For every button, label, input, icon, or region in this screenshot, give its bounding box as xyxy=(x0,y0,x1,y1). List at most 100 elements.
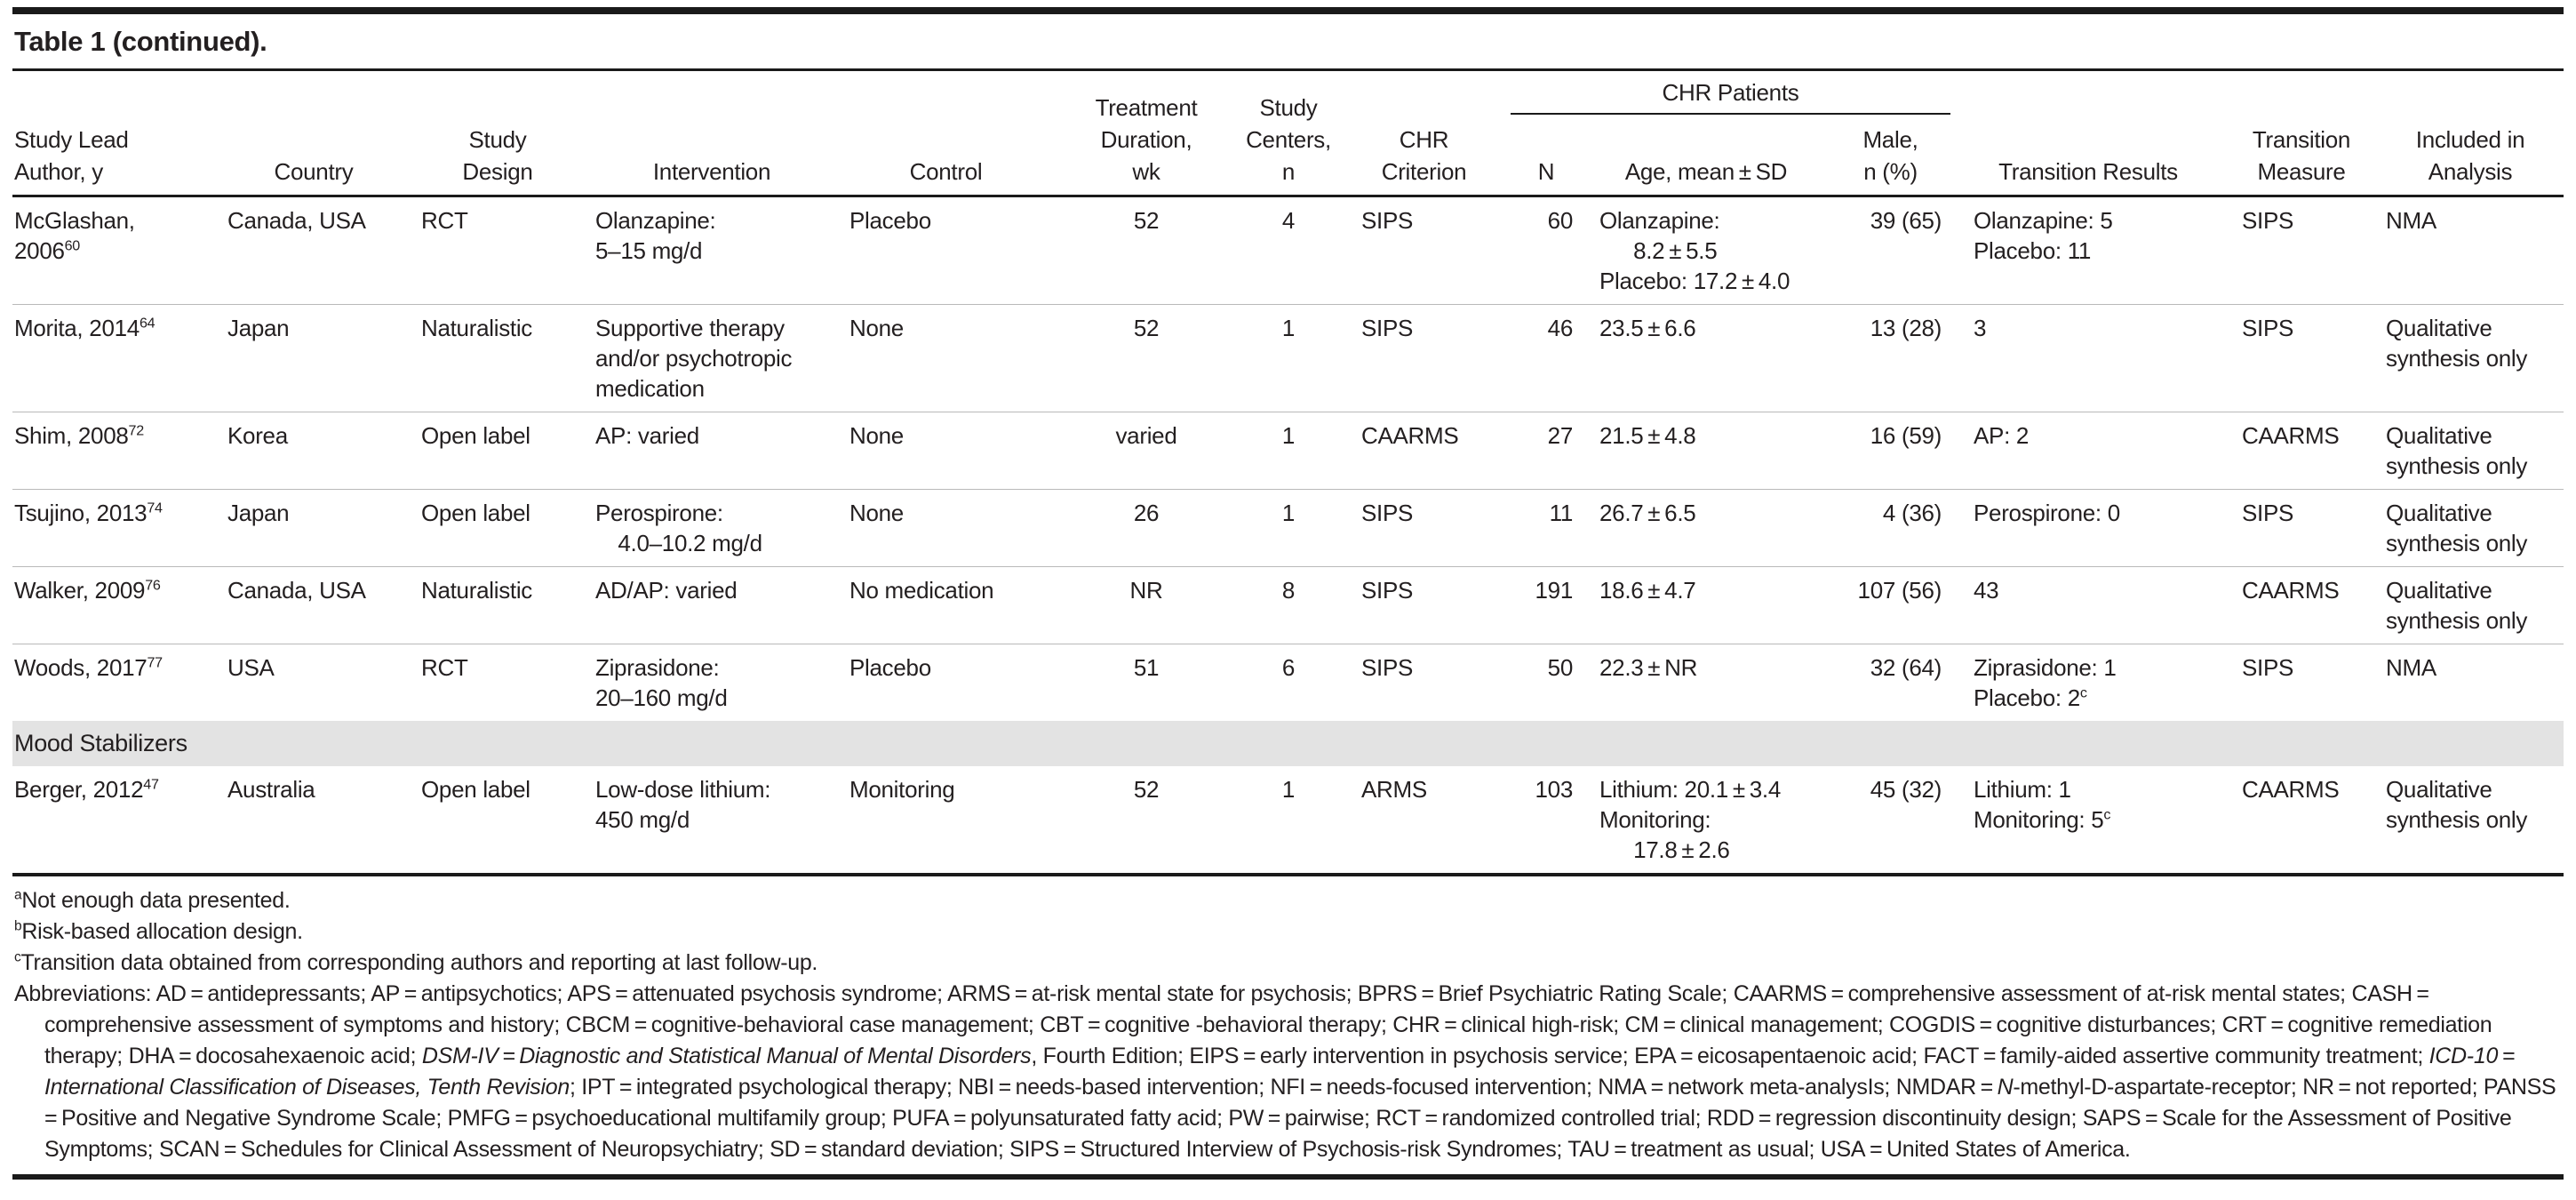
cell-analysis: NMA xyxy=(2386,207,2436,234)
cell-male: 13 (28) xyxy=(1830,304,1950,412)
cell-male: 107 (56) xyxy=(1830,566,1950,644)
cell-n: 46 xyxy=(1511,304,1582,412)
cell-design: Open label xyxy=(411,412,585,490)
cell-male: 4 (36) xyxy=(1830,489,1950,567)
cell-author: McGlashan, 200660 xyxy=(14,207,135,264)
cell-age: 23.5 ± 6.6 xyxy=(1582,304,1830,412)
cell-transition: 43 xyxy=(1950,566,2226,644)
cell-design: RCT xyxy=(411,644,585,721)
cell-author: Berger, 201247 xyxy=(12,766,217,876)
cell-author: Shim, 200872 xyxy=(12,412,217,490)
cell-age: 21.5 ± 4.8 xyxy=(1582,412,1830,490)
table-footnotes: aNot enough data presented. bRisk-based a… xyxy=(12,876,2564,1165)
table-title: Table 1 (continued). xyxy=(14,26,267,57)
studies-table: Study Lead Author, y Country Study Design Int… xyxy=(12,68,2564,876)
cell-age: Olanzapine: 8.2 ± 5.5 Placebo: 17.2 ± 4.0 xyxy=(1599,207,1790,294)
cell-duration: 26 xyxy=(1053,489,1240,567)
cell-age: 18.6 ± 4.7 xyxy=(1582,566,1830,644)
cell-design: RCT xyxy=(421,207,468,234)
cell-n: 191 xyxy=(1511,566,1582,644)
cell-age: 22.3 ± NR xyxy=(1582,644,1830,721)
abbreviations-note: Abbreviations: AD = antidepressants; AP … xyxy=(14,981,2561,1162)
column-header-control: Control xyxy=(839,69,1053,197)
column-header-author: Study Lead Author, y xyxy=(12,69,217,197)
table-row: McGlashan, 200660 Canada, USA RCT Olanzapine… xyxy=(12,196,2564,305)
cell-intervention: Ziprasidone: 20–160 mg/d xyxy=(585,644,839,721)
cell-centers: 1 xyxy=(1240,304,1337,412)
cell-criterion: SIPS xyxy=(1361,207,1414,234)
cell-intervention: Supportive therapy and/or psychotropic med… xyxy=(585,304,839,412)
cell-male: 39 (65) xyxy=(1870,207,1942,234)
cell-duration: 52 xyxy=(1053,304,1240,412)
table-header: Study Lead Author, y Country Study Design Int… xyxy=(12,69,2564,197)
footnote-b: bRisk-based allocation design. xyxy=(14,918,303,944)
cell-male: 45 (32) xyxy=(1830,766,1950,876)
cell-author: Woods, 201777 xyxy=(12,644,217,721)
cell-transition: Perospirone: 0 xyxy=(1950,489,2226,567)
section-label: Mood Stabilizers xyxy=(12,721,2564,766)
cell-criterion: ARMS xyxy=(1337,766,1511,876)
cell-author: Morita, 201464 xyxy=(12,304,217,412)
cell-control: Placebo xyxy=(839,644,1053,721)
cell-transition: Olanzapine: 5 Placebo: 11 xyxy=(1974,207,2113,264)
table-row: Woods, 201777 USA RCT Ziprasidone: 20–160 mg… xyxy=(12,644,2564,721)
cell-transition: AP: 2 xyxy=(1950,412,2226,490)
cell-measure: SIPS xyxy=(2226,489,2377,567)
cell-intervention: AP: varied xyxy=(585,412,839,490)
table-row: Walker, 200976 Canada, USA Naturalistic AD/… xyxy=(12,566,2564,644)
cell-country: Japan xyxy=(217,304,411,412)
column-group-header-chr-patients: CHR Patients xyxy=(1511,69,1950,115)
cell-country: Korea xyxy=(217,412,411,490)
cell-criterion: SIPS xyxy=(1337,644,1511,721)
table-row: Shim, 200872 Korea Open label AP: varied Non… xyxy=(12,412,2564,490)
cell-age: Lithium: 20.1 ± 3.4 Monitoring: 17.8 ± 2.… xyxy=(1582,766,1830,876)
cell-design: Open label xyxy=(411,489,585,567)
cell-measure: CAARMS xyxy=(2226,566,2377,644)
table-row: Morita, 201464 Japan Naturalistic Supportiv… xyxy=(12,304,2564,412)
cell-centers: 6 xyxy=(1240,644,1337,721)
column-header-n: N xyxy=(1511,114,1582,197)
cell-author: Tsujino, 201374 xyxy=(12,489,217,567)
cell-control: No medication xyxy=(839,566,1053,644)
cell-analysis: Qualitative synthesis only xyxy=(2377,766,2564,876)
cell-transition: 3 xyxy=(1950,304,2226,412)
cell-criterion: CAARMS xyxy=(1337,412,1511,490)
cell-design: Naturalistic xyxy=(411,566,585,644)
cell-control: None xyxy=(839,489,1053,567)
cell-analysis: Qualitative synthesis only xyxy=(2377,566,2564,644)
cell-duration: 51 xyxy=(1053,644,1240,721)
cell-analysis: Qualitative synthesis only xyxy=(2377,489,2564,567)
cell-control: Placebo xyxy=(849,207,931,234)
cell-transition: Ziprasidone: 1 Placebo: 2c xyxy=(1950,644,2226,721)
cell-duration: 52 xyxy=(1053,766,1240,876)
cell-analysis: Qualitative synthesis only xyxy=(2377,412,2564,490)
cell-male: 32 (64) xyxy=(1830,644,1950,721)
cell-author: Walker, 200976 xyxy=(12,566,217,644)
column-header-duration: Treatment Duration, wk xyxy=(1053,69,1240,197)
column-header-intervention: Intervention xyxy=(585,69,839,197)
cell-n: 103 xyxy=(1511,766,1582,876)
footnote-c: cTransition data obtained from correspon… xyxy=(14,949,818,975)
column-header-country: Country xyxy=(217,69,411,197)
cell-control: None xyxy=(839,412,1053,490)
cell-measure: SIPS xyxy=(2226,304,2377,412)
cell-age: 26.7 ± 6.5 xyxy=(1582,489,1830,567)
cell-measure: SIPS xyxy=(2242,207,2294,234)
cell-n: 11 xyxy=(1511,489,1582,567)
cell-duration: NR xyxy=(1053,566,1240,644)
cell-measure: CAARMS xyxy=(2226,766,2377,876)
paper-table-page: Table 1 (continued). Study Lead Author, y… xyxy=(0,7,2576,1180)
cell-measure: SIPS xyxy=(2226,644,2377,721)
cell-centers: 4 xyxy=(1281,207,1296,234)
cell-intervention: Olanzapine: 5–15 mg/d xyxy=(595,207,716,264)
column-header-male: Male, n (%) xyxy=(1830,114,1950,197)
table-row: Tsujino, 201374 Japan Open label Perospiron… xyxy=(12,489,2564,567)
cell-n: 27 xyxy=(1511,412,1582,490)
cell-control: None xyxy=(839,304,1053,412)
cell-country: Australia xyxy=(217,766,411,876)
cell-criterion: SIPS xyxy=(1337,489,1511,567)
cell-centers: 8 xyxy=(1240,566,1337,644)
cell-control: Monitoring xyxy=(839,766,1053,876)
column-header-design: Study Design xyxy=(411,69,585,197)
cell-male: 16 (59) xyxy=(1830,412,1950,490)
